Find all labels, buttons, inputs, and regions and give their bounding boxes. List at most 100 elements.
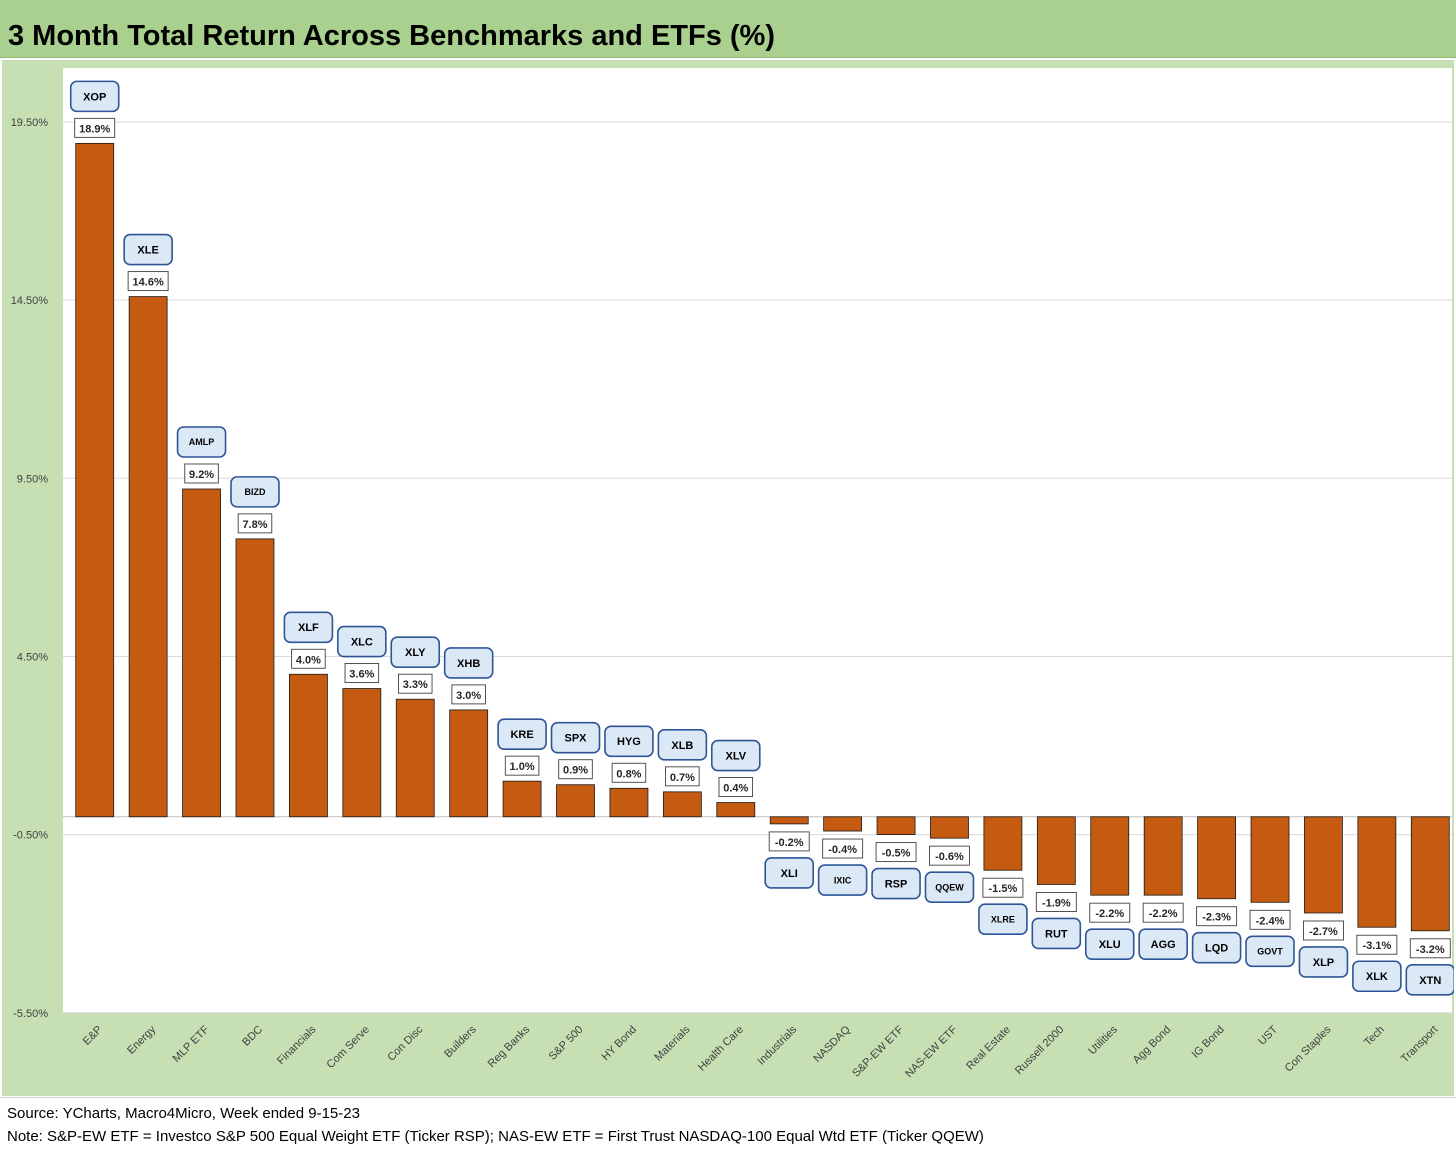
value-label-box xyxy=(344,663,380,683)
value-label: -3.2% xyxy=(1416,944,1445,956)
bar-1 xyxy=(128,296,168,818)
x-tick-label: Industrials xyxy=(755,1023,799,1067)
bar-2 xyxy=(182,488,221,818)
ticker-callout-box xyxy=(1352,960,1402,993)
value-label: -1.5% xyxy=(989,883,1018,895)
ticker-callout-box xyxy=(604,725,654,758)
ticker-callout-box xyxy=(871,867,921,900)
value-label: 7.8% xyxy=(242,519,267,531)
bar-18 xyxy=(1036,816,1076,885)
ticker-label: XLE xyxy=(137,245,158,257)
bar-7 xyxy=(449,709,489,818)
x-tick-label: Tech xyxy=(1362,1024,1387,1049)
ticker-callout-box xyxy=(817,864,868,896)
ticker-label: XLI xyxy=(781,868,798,880)
bar-3 xyxy=(235,538,275,818)
x-tick-label: Energy xyxy=(125,1023,158,1056)
ticker-callout-box xyxy=(1245,935,1295,968)
value-label: -0.2% xyxy=(775,837,804,849)
ticker-callout-box xyxy=(497,718,547,750)
ticker-label: QQEW xyxy=(935,882,964,892)
bar-8 xyxy=(502,780,542,818)
value-label: 3.0% xyxy=(456,690,481,702)
value-label-box xyxy=(611,762,647,783)
value-label-box xyxy=(1409,938,1451,959)
ticker-callout-box xyxy=(657,729,708,761)
ticker-callout-box xyxy=(390,636,441,669)
value-label-box xyxy=(184,463,219,484)
ticker-callout-box xyxy=(123,233,173,266)
ticker-label: XLU xyxy=(1099,939,1121,951)
ticker-label: XLB xyxy=(671,740,693,752)
value-label-box xyxy=(1302,920,1344,941)
chart-frame: 19.50% 14.50% 9.50% 4.50% -0.50% -5.50% 18.9%… xyxy=(2,60,1456,1096)
ticker-callout-box xyxy=(710,739,761,772)
ticker-callout-box xyxy=(978,903,1028,936)
ticker-callout-box xyxy=(69,80,120,113)
value-label-box xyxy=(74,117,116,138)
bar-11 xyxy=(662,791,702,818)
bar-9 xyxy=(556,784,595,818)
ticker-callout-box xyxy=(230,476,280,508)
value-label: 9.2% xyxy=(189,469,214,481)
ticker-label: XHB xyxy=(457,658,480,670)
ticker-label: LQD xyxy=(1205,943,1228,955)
value-label: 0.7% xyxy=(670,772,695,784)
value-label: 1.0% xyxy=(510,761,535,773)
ticker-label: XLV xyxy=(725,750,746,762)
ticker-label: AGG xyxy=(1151,939,1176,951)
value-label-box xyxy=(982,877,1024,898)
value-label: -2.3% xyxy=(1202,912,1231,924)
x-tick-label: Builders xyxy=(442,1023,479,1060)
value-label-box xyxy=(558,759,593,780)
bar-20 xyxy=(1143,816,1183,896)
ticker-callout-box xyxy=(337,625,387,658)
ticker-label: SPX xyxy=(565,733,588,745)
bar-15 xyxy=(876,816,916,835)
bar-19 xyxy=(1090,816,1130,896)
bar-17 xyxy=(983,816,1023,871)
value-label-box xyxy=(875,842,917,863)
y-tick-label: 19.50% xyxy=(11,117,49,129)
value-label: 18.9% xyxy=(79,123,110,135)
x-tick-label: Con Staples xyxy=(1283,1023,1334,1074)
y-tick-label: -0.50% xyxy=(13,830,48,842)
x-tick-label: BDC xyxy=(240,1024,265,1049)
x-tick-label: E&P xyxy=(81,1024,105,1048)
value-label: 0.9% xyxy=(563,765,588,777)
value-label: -2.7% xyxy=(1309,926,1338,938)
ticker-label: XLP xyxy=(1313,957,1334,969)
x-axis-ticks: E&P Energy MLP ETF BDC Financials Com Serve Co… xyxy=(81,1023,1441,1080)
bar-6 xyxy=(395,698,435,818)
value-label-box xyxy=(237,513,273,534)
ticker-note: Note: S&P-EW ETF = Investco S&P 500 Equa… xyxy=(7,1128,984,1145)
value-label: 0.8% xyxy=(616,768,641,780)
x-tick-label: NASDAQ xyxy=(811,1023,853,1065)
value-label-box xyxy=(822,838,864,859)
ticker-callout-box xyxy=(1084,928,1135,960)
value-label: 3.6% xyxy=(349,669,374,681)
ticker-callout-box xyxy=(283,611,334,644)
footer: Source: YCharts, Macro4Micro, Week ended… xyxy=(0,1097,1456,1155)
x-tick-label: Health Care xyxy=(696,1024,746,1074)
value-label-box xyxy=(1249,909,1291,930)
value-label: -2.2% xyxy=(1149,908,1178,920)
value-label-box xyxy=(768,831,810,852)
x-tick-label: Reg Banks xyxy=(486,1023,533,1070)
y-tick-label: -5.50% xyxy=(13,1008,48,1020)
bar-21 xyxy=(1197,816,1236,900)
ticker-label: XLK xyxy=(1366,971,1388,983)
bar-25 xyxy=(1410,816,1450,932)
ticker-callout-box xyxy=(1298,946,1349,978)
x-tick-label: Real Estate xyxy=(964,1024,1013,1073)
ticker-label: KRE xyxy=(510,729,533,741)
value-label: -2.2% xyxy=(1095,908,1124,920)
bar-5 xyxy=(342,688,382,818)
ticker-label: HYG xyxy=(617,736,641,748)
value-label-box xyxy=(1196,906,1238,927)
value-label-box xyxy=(451,684,486,705)
ticker-callout-box xyxy=(443,647,494,679)
value-label: -0.6% xyxy=(935,851,964,863)
value-label: 0.4% xyxy=(723,783,748,795)
value-label-box xyxy=(929,845,970,866)
